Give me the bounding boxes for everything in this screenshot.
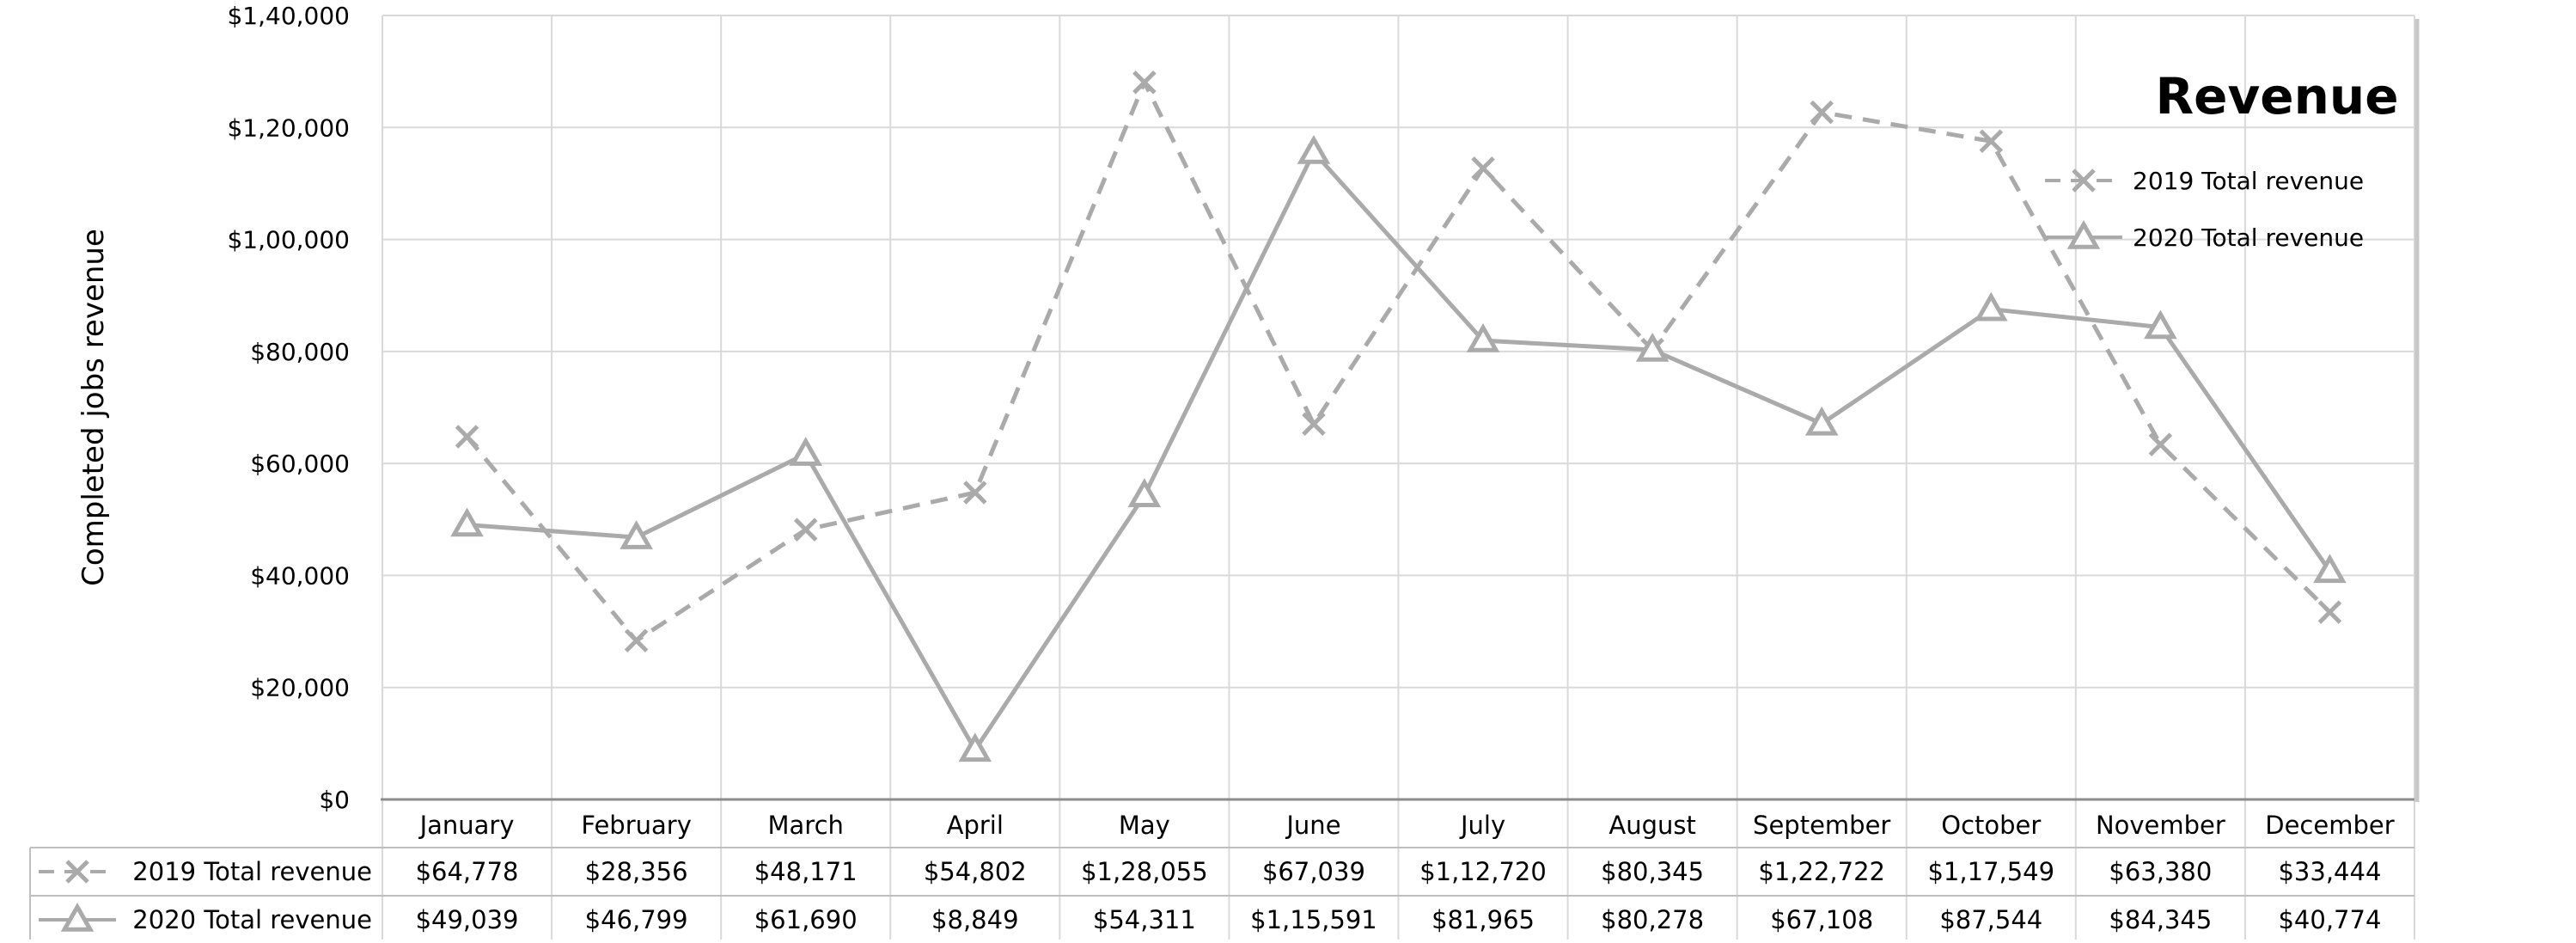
- table-cell: $1,28,055: [1081, 857, 1208, 886]
- table-cell: $67,039: [1262, 857, 1365, 886]
- table-cell: $61,690: [754, 905, 858, 934]
- table-cell: $67,108: [1770, 905, 1873, 934]
- table-cell: $80,278: [1601, 905, 1704, 934]
- table-cell: $1,15,591: [1250, 905, 1377, 934]
- x-category-label: June: [1285, 811, 1340, 840]
- table-cell: $48,171: [754, 857, 858, 886]
- x-marker: [65, 860, 89, 884]
- gridlines: [381, 15, 2420, 943]
- table-cell: $64,778: [416, 857, 519, 886]
- x-marker: [2148, 432, 2173, 456]
- table-cell: $54,311: [1093, 905, 1196, 934]
- x-category-label: November: [2096, 811, 2225, 840]
- legend: 2019 Total revenue 2020 Total revenue: [2045, 167, 2364, 252]
- series-line-2: [467, 150, 2332, 752]
- series-lines: [450, 70, 2347, 762]
- table-cell: $1,22,722: [1758, 857, 1885, 886]
- triangle-marker: [450, 507, 484, 537]
- triangle-marker: [620, 520, 653, 549]
- y-axis-label: Completed jobs revenue: [76, 229, 111, 586]
- legend-entry-label: 2019 Total revenue: [2133, 167, 2364, 195]
- x-marker: [793, 517, 818, 542]
- y-tick-label: $1,40,000: [227, 2, 350, 30]
- series-line-1: [465, 80, 2332, 643]
- triangle-marker: [1974, 291, 2008, 321]
- triangle-marker: [60, 902, 95, 932]
- table-series-name: 2019 Total revenue: [132, 857, 372, 886]
- x-marker: [1302, 412, 1326, 437]
- y-axis-ticks: $0 $20,000 $40,000 $60,000 $80,000 $1,00,000 $…: [227, 2, 350, 814]
- triangle-marker: [1297, 134, 1331, 164]
- triangle-marker: [1127, 478, 1162, 507]
- chart-title: Revenue: [2155, 67, 2398, 126]
- table-cell: $84,345: [2109, 905, 2212, 934]
- x-marker: [1132, 70, 1157, 95]
- x-marker: [2317, 600, 2342, 624]
- triangle-marker: [1804, 406, 1839, 436]
- triangle-marker: [1635, 333, 1670, 362]
- x-category-label: March: [768, 811, 844, 840]
- x-marker: [1471, 156, 1495, 181]
- table-cell: $49,039: [416, 905, 519, 934]
- x-category-label: February: [581, 811, 692, 840]
- x-category-label: May: [1119, 811, 1170, 840]
- y-tick-label: $20,000: [250, 674, 350, 702]
- x-category-label: September: [1753, 811, 1890, 840]
- x-marker: [2072, 168, 2096, 193]
- table-cell: $81,965: [1431, 905, 1535, 934]
- x-category-label: October: [1941, 811, 2041, 840]
- triangle-marker: [958, 732, 992, 762]
- data-table: January February March April May June July Augu…: [29, 811, 2414, 943]
- table-cell: $87,544: [1939, 905, 2042, 934]
- x-marker: [1979, 129, 2004, 154]
- table-cell: $1,17,549: [1927, 857, 2054, 886]
- triangle-marker: [2313, 554, 2347, 584]
- x-marker: [455, 425, 479, 449]
- triangle-marker: [789, 437, 823, 466]
- table-cell: $80,345: [1601, 857, 1704, 886]
- table-cell: $33,444: [2278, 857, 2381, 886]
- x-marker: [624, 628, 649, 653]
- table-cell: $8,849: [931, 905, 1018, 934]
- triangle-marker: [2144, 309, 2177, 340]
- y-tick-label: $40,000: [250, 561, 350, 590]
- y-tick-label: $0: [319, 786, 350, 814]
- y-axis-label-group: Completed jobs revenue: [76, 229, 111, 586]
- table-cell: $28,356: [585, 857, 688, 886]
- y-tick-label: $60,000: [250, 450, 350, 478]
- table-series-name: 2020 Total revenue: [132, 905, 372, 934]
- table-cell: $46,799: [585, 905, 688, 934]
- x-category-label: January: [418, 811, 515, 840]
- y-tick-label: $1,20,000: [227, 113, 350, 142]
- table-cell: $40,774: [2278, 905, 2381, 934]
- triangle-marker: [1466, 323, 1500, 352]
- y-tick-label: $1,00,000: [227, 226, 350, 254]
- table-cell: $1,12,720: [1419, 857, 1547, 886]
- table-cell: $54,802: [924, 857, 1027, 886]
- x-category-label: April: [947, 811, 1004, 840]
- triangle-marker: [2066, 219, 2101, 249]
- y-tick-label: $80,000: [250, 338, 350, 366]
- x-marker: [963, 481, 987, 505]
- x-marker: [1810, 100, 1834, 125]
- x-category-label: December: [2265, 811, 2394, 840]
- x-category-label: July: [1459, 811, 1505, 840]
- table-cell: $63,380: [2109, 857, 2212, 886]
- legend-entry-label: 2020 Total revenue: [2133, 224, 2364, 252]
- x-category-label: August: [1608, 811, 1696, 840]
